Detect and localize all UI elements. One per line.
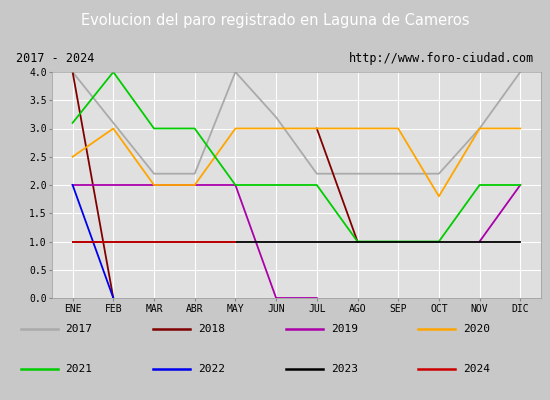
Text: 2021: 2021 (65, 364, 92, 374)
Text: 2024: 2024 (463, 364, 490, 374)
Text: 2022: 2022 (198, 364, 225, 374)
Text: 2019: 2019 (331, 324, 358, 334)
Text: Evolucion del paro registrado en Laguna de Cameros: Evolucion del paro registrado en Laguna … (81, 14, 469, 28)
Text: 2018: 2018 (198, 324, 225, 334)
Text: 2023: 2023 (331, 364, 358, 374)
Text: 2020: 2020 (463, 324, 490, 334)
Text: 2017 - 2024: 2017 - 2024 (16, 52, 95, 65)
Text: http://www.foro-ciudad.com: http://www.foro-ciudad.com (349, 52, 534, 65)
Text: 2017: 2017 (65, 324, 92, 334)
